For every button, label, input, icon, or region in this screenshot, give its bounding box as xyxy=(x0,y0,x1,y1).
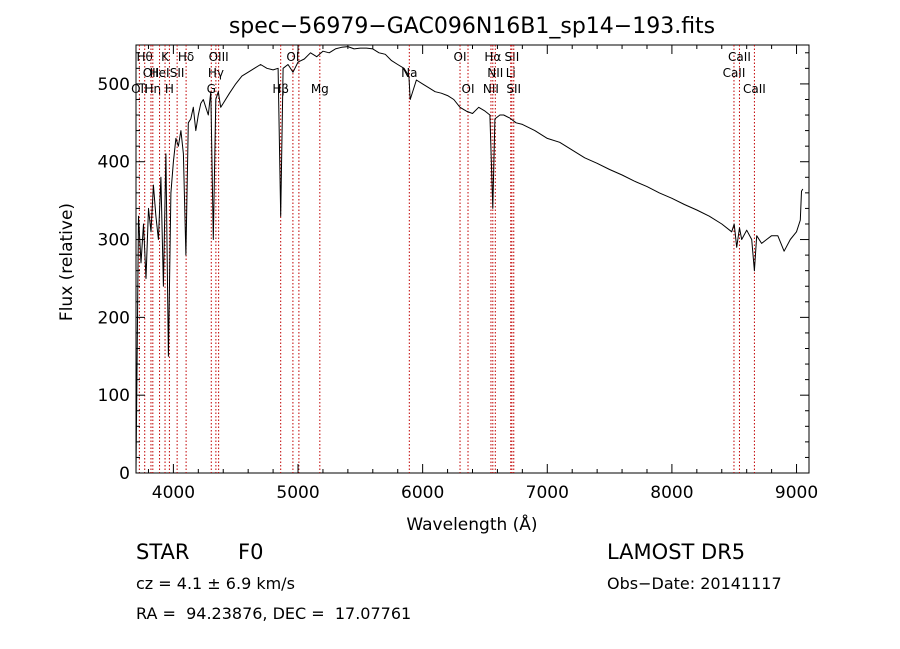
survey-name: LAMOST DR5 xyxy=(607,540,746,564)
y-tick-label: 0 xyxy=(119,464,130,484)
x-tick-label: 6000 xyxy=(401,483,444,503)
y-axis-label: Flux (relative) xyxy=(57,203,77,321)
x-tick-label: 5000 xyxy=(276,483,319,503)
x-tick-label: 7000 xyxy=(526,483,569,503)
x-tick-label: 8000 xyxy=(650,483,693,503)
y-tick-label: 200 xyxy=(98,308,130,328)
line-marker-label: CaII xyxy=(723,66,746,80)
y-tick-label: 100 xyxy=(98,386,130,406)
line-marker-label: SII xyxy=(170,66,185,80)
line-marker-label: G xyxy=(207,82,216,96)
line-marker-label: OI xyxy=(462,82,475,96)
line-marker-label: OIII xyxy=(209,50,229,64)
x-tick-label: 9000 xyxy=(775,483,818,503)
line-marker-label: OI xyxy=(286,50,299,64)
line-marker-label: K xyxy=(161,50,170,64)
line-marker-label: NII xyxy=(483,82,499,96)
line-marker-label: Mg xyxy=(311,82,329,96)
y-tick-label: 500 xyxy=(98,75,130,95)
line-marker-label: Hθ xyxy=(137,50,153,64)
line-marker-label: Hα xyxy=(484,50,501,64)
coordinates: RA = 94.23876, DEC = 17.07761 xyxy=(136,604,412,623)
line-marker-label: OII xyxy=(143,66,160,80)
x-tick-label: 4000 xyxy=(152,483,195,503)
line-marker-label: Hβ xyxy=(272,82,289,96)
axis-ticks: 4000 5000 6000 7000 8000 9000 0 100 200 300 400 500 xyxy=(98,45,818,503)
line-marker-label: OII xyxy=(131,82,148,96)
line-marker-label: CaII xyxy=(728,50,751,64)
line-marker-label: NII xyxy=(487,66,503,80)
y-tick-label: 300 xyxy=(98,231,130,251)
y-tick-label: 400 xyxy=(98,153,130,173)
plot-frame xyxy=(135,44,810,474)
line-marker-label: Li xyxy=(506,66,516,80)
line-marker-label: CaII xyxy=(743,82,766,96)
line-marker-label: Hη xyxy=(145,82,162,96)
chart-title: spec−56979−GAC096N16B1_sp14−193.fits xyxy=(229,14,715,39)
spectrum-line-0 xyxy=(135,46,804,474)
line-marker-label: H xyxy=(165,82,174,96)
line-marker-label: SII xyxy=(506,82,521,96)
x-axis-label: Wavelength (Å) xyxy=(406,513,537,535)
line-marker-label: SII xyxy=(505,50,520,64)
line-marker-label: Hδ xyxy=(178,50,194,64)
line-marker-label: Hγ xyxy=(208,66,224,80)
spectrum-series xyxy=(135,46,804,474)
object-class: STAR xyxy=(136,540,190,564)
line-marker-label: OI xyxy=(454,50,467,64)
redshift-cz: cz = 4.1 ± 6.9 km/s xyxy=(136,574,295,593)
observation-date: Obs−Date: 20141117 xyxy=(607,574,782,593)
line-marker-label: HeI xyxy=(150,66,170,80)
object-subclass: F0 xyxy=(238,540,264,564)
